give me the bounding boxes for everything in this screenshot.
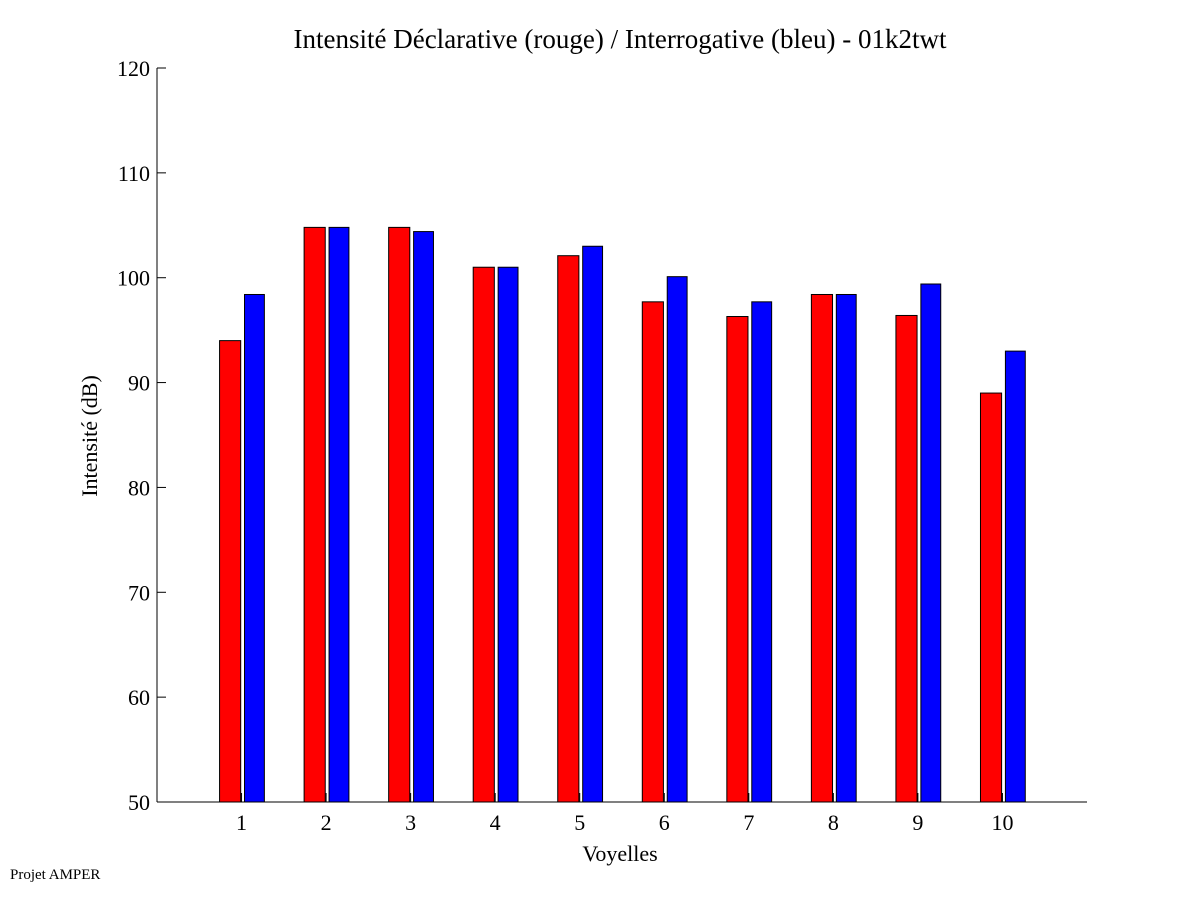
bar-declarative-9 — [895, 314, 918, 803]
x-ticks-group: 1 2 3 4 5 6 7 8 9 10 — [236, 793, 1013, 835]
bar-declarative-4 — [472, 266, 495, 803]
y-ticks-group: 50 60 70 80 90 100 110 120 — [117, 56, 166, 815]
x-tick-label: 7 — [743, 810, 754, 835]
y-tick-label: 70 — [128, 580, 150, 605]
chart-title: Intensité Déclarative (rouge) / Interrog… — [294, 24, 947, 54]
bar-declarative-6 — [641, 301, 664, 803]
bar-declarative-5 — [557, 255, 580, 803]
y-axis-label: Intensité (dB) — [77, 375, 102, 497]
x-tick-label: 5 — [574, 810, 585, 835]
x-tick-label: 2 — [321, 810, 332, 835]
bar-interrogative-7 — [751, 301, 773, 803]
y-tick-label: 50 — [128, 790, 150, 815]
bar-interrogative-9 — [920, 283, 942, 803]
footer-credit: Projet AMPER — [10, 867, 100, 883]
axes-group — [156, 68, 1087, 803]
x-tick-label: 9 — [912, 810, 923, 835]
bar-declarative-3 — [388, 226, 411, 803]
bar-interrogative-4 — [497, 266, 519, 803]
y-tick-label: 80 — [128, 475, 150, 500]
bar-declarative-7 — [726, 316, 749, 803]
y-tick-label: 60 — [128, 685, 150, 710]
bar-declarative-10 — [979, 392, 1003, 803]
x-tick-label: 3 — [405, 810, 416, 835]
y-tick-label: 110 — [118, 161, 150, 186]
y-tick-label: 120 — [117, 56, 150, 81]
x-tick-label: 4 — [490, 810, 501, 835]
bar-interrogative-3 — [413, 231, 434, 803]
bar-interrogative-8 — [835, 293, 857, 803]
bar-declarative-8 — [810, 293, 834, 803]
x-tick-label: 8 — [828, 810, 839, 835]
bar-interrogative-10 — [1004, 350, 1026, 803]
bar-interrogative-5 — [582, 245, 604, 803]
x-tick-label: 1 — [236, 810, 247, 835]
bar-declarative-1 — [219, 340, 242, 803]
y-tick-label: 100 — [117, 266, 150, 291]
bar-declarative-2 — [303, 226, 326, 803]
x-axis-label: Voyelles — [582, 841, 657, 866]
y-tick-label: 90 — [128, 371, 150, 396]
bar-interrogative-2 — [328, 226, 350, 803]
bar-interrogative-6 — [666, 276, 688, 803]
bars-group — [219, 226, 1026, 803]
bar-interrogative-1 — [244, 293, 265, 803]
x-tick-label: 10 — [991, 810, 1013, 835]
x-tick-label: 6 — [659, 810, 670, 835]
